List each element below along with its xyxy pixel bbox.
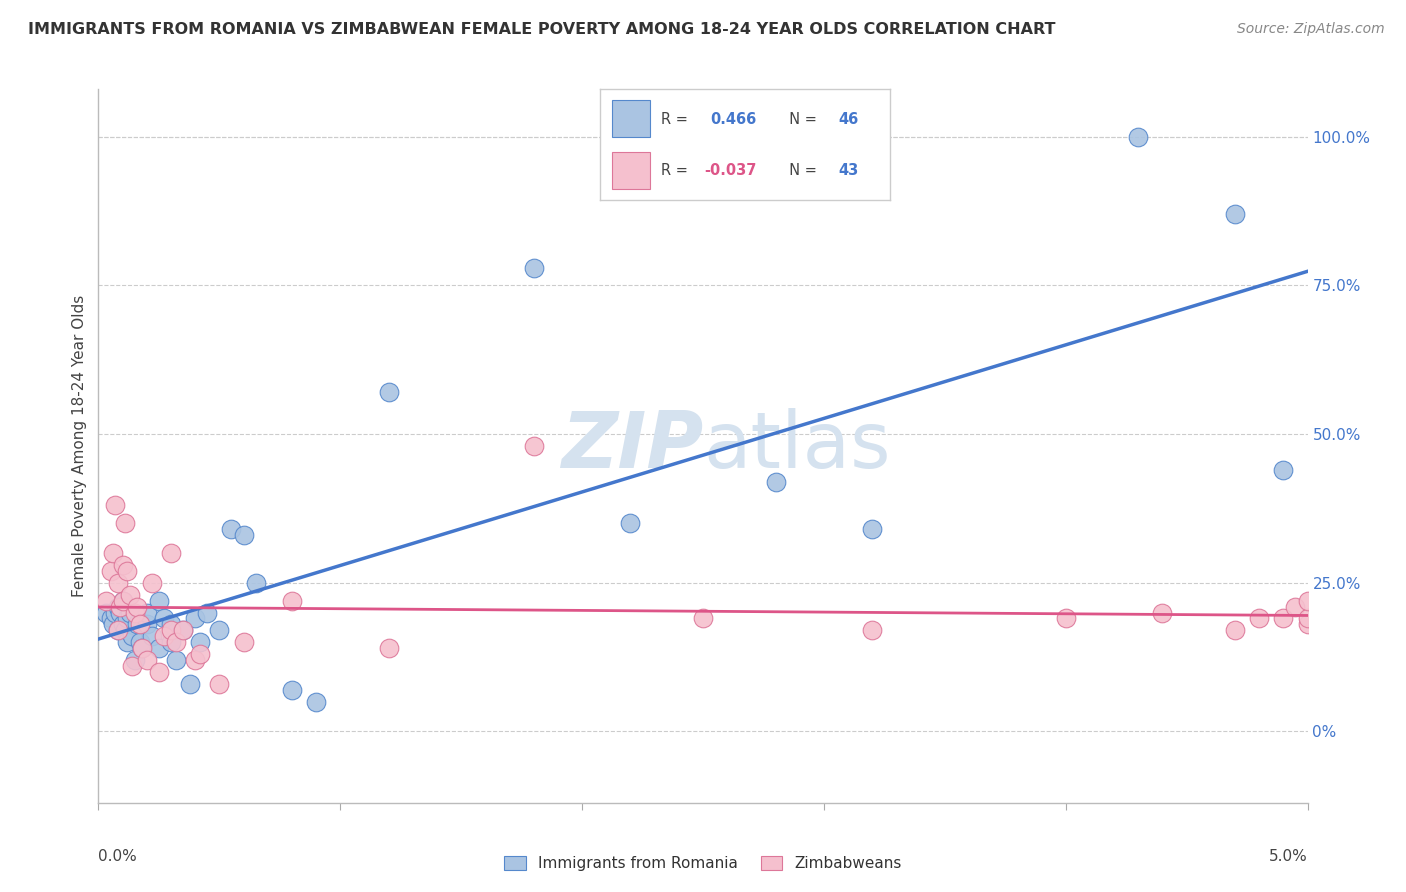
- Point: [1272, 611, 1295, 625]
- Point: [195, 606, 218, 620]
- Point: [107, 599, 129, 614]
- Text: ZIP: ZIP: [561, 408, 703, 484]
- Point: [232, 635, 254, 649]
- Point: [118, 606, 141, 620]
- Point: [165, 653, 187, 667]
- Point: [377, 385, 399, 400]
- Point: [1296, 617, 1319, 632]
- Point: [148, 665, 170, 679]
- Point: [128, 617, 150, 632]
- Point: [188, 647, 211, 661]
- Point: [184, 611, 207, 625]
- Point: [111, 617, 134, 632]
- Point: [184, 653, 207, 667]
- Text: IMMIGRANTS FROM ROMANIA VS ZIMBABWEAN FEMALE POVERTY AMONG 18-24 YEAR OLDS CORRE: IMMIGRANTS FROM ROMANIA VS ZIMBABWEAN FE…: [28, 22, 1056, 37]
- Point: [94, 593, 117, 607]
- Point: [124, 653, 146, 667]
- Point: [152, 611, 174, 625]
- Point: [245, 575, 267, 590]
- Point: [160, 546, 183, 560]
- Point: [101, 617, 124, 632]
- Point: [160, 624, 183, 638]
- Point: [114, 516, 136, 531]
- Point: [94, 606, 117, 620]
- Point: [523, 439, 546, 453]
- Point: [117, 611, 139, 625]
- Point: [619, 516, 641, 531]
- Point: [232, 528, 254, 542]
- Point: [117, 635, 139, 649]
- Point: [100, 611, 122, 625]
- Point: [131, 641, 153, 656]
- Point: [208, 677, 231, 691]
- Point: [221, 522, 243, 536]
- Point: [107, 624, 129, 638]
- Text: atlas: atlas: [703, 408, 890, 484]
- Point: [1249, 611, 1271, 625]
- Point: [165, 635, 187, 649]
- Point: [1284, 599, 1306, 614]
- Point: [124, 606, 146, 620]
- Point: [523, 260, 546, 275]
- Point: [111, 593, 134, 607]
- Point: [118, 588, 141, 602]
- Point: [131, 641, 153, 656]
- Text: Source: ZipAtlas.com: Source: ZipAtlas.com: [1237, 22, 1385, 37]
- Point: [108, 599, 131, 614]
- Point: [107, 624, 129, 638]
- Point: [127, 599, 149, 614]
- Point: [104, 606, 127, 620]
- Point: [188, 635, 211, 649]
- Point: [305, 695, 328, 709]
- Point: [1128, 129, 1150, 144]
- Point: [1223, 207, 1246, 221]
- Text: 5.0%: 5.0%: [1268, 849, 1308, 864]
- Point: [128, 635, 150, 649]
- Point: [281, 682, 304, 697]
- Point: [100, 564, 122, 578]
- Point: [765, 475, 787, 489]
- Point: [1272, 463, 1295, 477]
- Point: [208, 624, 231, 638]
- Point: [1152, 606, 1174, 620]
- Point: [148, 593, 170, 607]
- Point: [121, 629, 143, 643]
- Point: [141, 575, 163, 590]
- Point: [135, 653, 157, 667]
- Point: [1223, 624, 1246, 638]
- Point: [172, 624, 194, 638]
- Point: [1296, 611, 1319, 625]
- Point: [179, 677, 201, 691]
- Point: [152, 629, 174, 643]
- Point: [111, 593, 134, 607]
- Text: 0.0%: 0.0%: [98, 849, 138, 864]
- Point: [141, 629, 163, 643]
- Point: [104, 499, 127, 513]
- Point: [281, 593, 304, 607]
- Point: [377, 641, 399, 656]
- Point: [160, 635, 183, 649]
- Point: [160, 617, 183, 632]
- Point: [111, 558, 134, 572]
- Point: [1296, 593, 1319, 607]
- Point: [117, 564, 139, 578]
- Y-axis label: Female Poverty Among 18-24 Year Olds: Female Poverty Among 18-24 Year Olds: [72, 295, 87, 597]
- Legend: Immigrants from Romania, Zimbabweans: Immigrants from Romania, Zimbabweans: [498, 849, 908, 877]
- Point: [108, 606, 131, 620]
- Point: [107, 575, 129, 590]
- Point: [135, 606, 157, 620]
- Point: [860, 522, 883, 536]
- Point: [1054, 611, 1077, 625]
- Point: [121, 659, 143, 673]
- Point: [114, 624, 136, 638]
- Point: [127, 617, 149, 632]
- Point: [101, 546, 124, 560]
- Point: [692, 611, 714, 625]
- Point: [860, 624, 883, 638]
- Point: [135, 617, 157, 632]
- Point: [148, 641, 170, 656]
- Point: [172, 624, 194, 638]
